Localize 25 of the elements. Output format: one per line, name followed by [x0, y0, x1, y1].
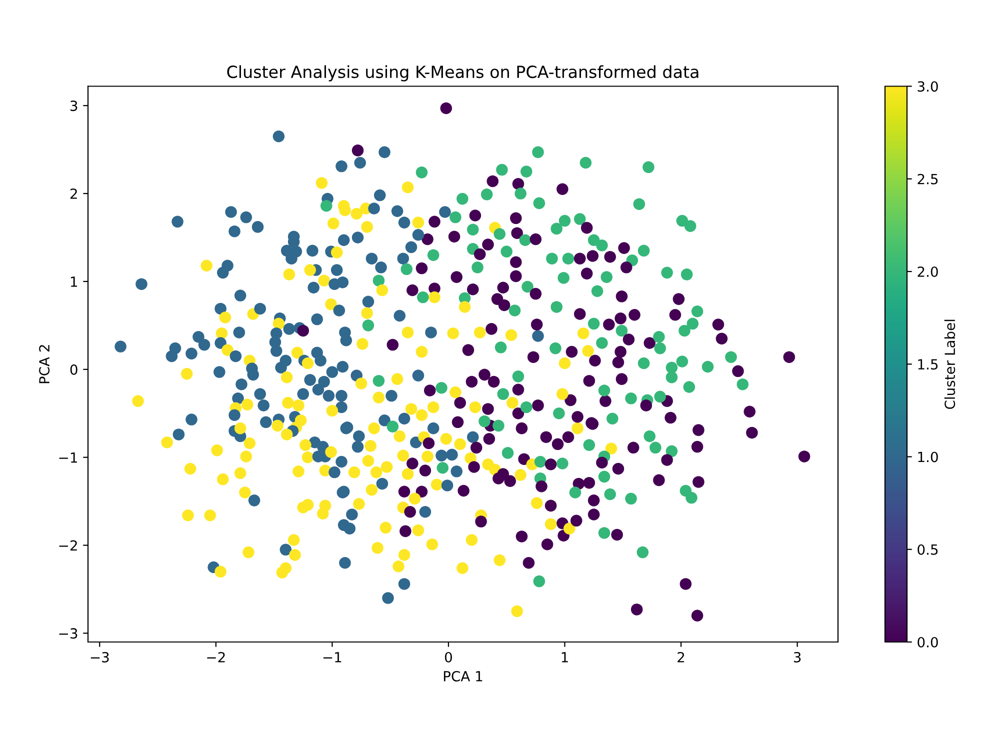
y-tick-label: 1	[70, 276, 77, 287]
color-bar-label: 1.0	[918, 452, 938, 462]
x-tick-label: −2	[207, 652, 225, 662]
y-tick-label: −2	[59, 540, 77, 551]
x-tick-label: 1	[562, 652, 568, 662]
color-bar-label: 0.0	[918, 636, 938, 648]
y-tick-label: −3	[59, 628, 78, 639]
color-bar-label: 2.0	[918, 266, 938, 277]
x-tick-label: −1	[323, 652, 342, 662]
color-bar-title: Cluster Label	[944, 320, 956, 409]
x-tick-label: 0	[444, 652, 452, 662]
y-tick-label: 0	[70, 364, 78, 375]
color-bar-label: 0.5	[918, 544, 938, 555]
y-axis-title: PCA 2	[39, 345, 50, 384]
x-tick-label: −3	[90, 652, 109, 662]
y-tick-label: −1	[59, 452, 77, 463]
color-bar-label: 2.5	[918, 174, 938, 184]
x-tick-label: 3	[794, 652, 801, 662]
color-bar-label: 3.0	[918, 81, 938, 92]
x-tick-label: 2	[678, 652, 684, 662]
y-tick-label: 2	[70, 188, 77, 199]
color-bar-label: 1.5	[918, 359, 938, 370]
x-axis-title: PCA 1	[444, 670, 482, 682]
chart-title: Cluster Analysis using K-Means on PCA-transformed data	[227, 65, 698, 82]
y-tick-label: 3	[70, 100, 78, 112]
